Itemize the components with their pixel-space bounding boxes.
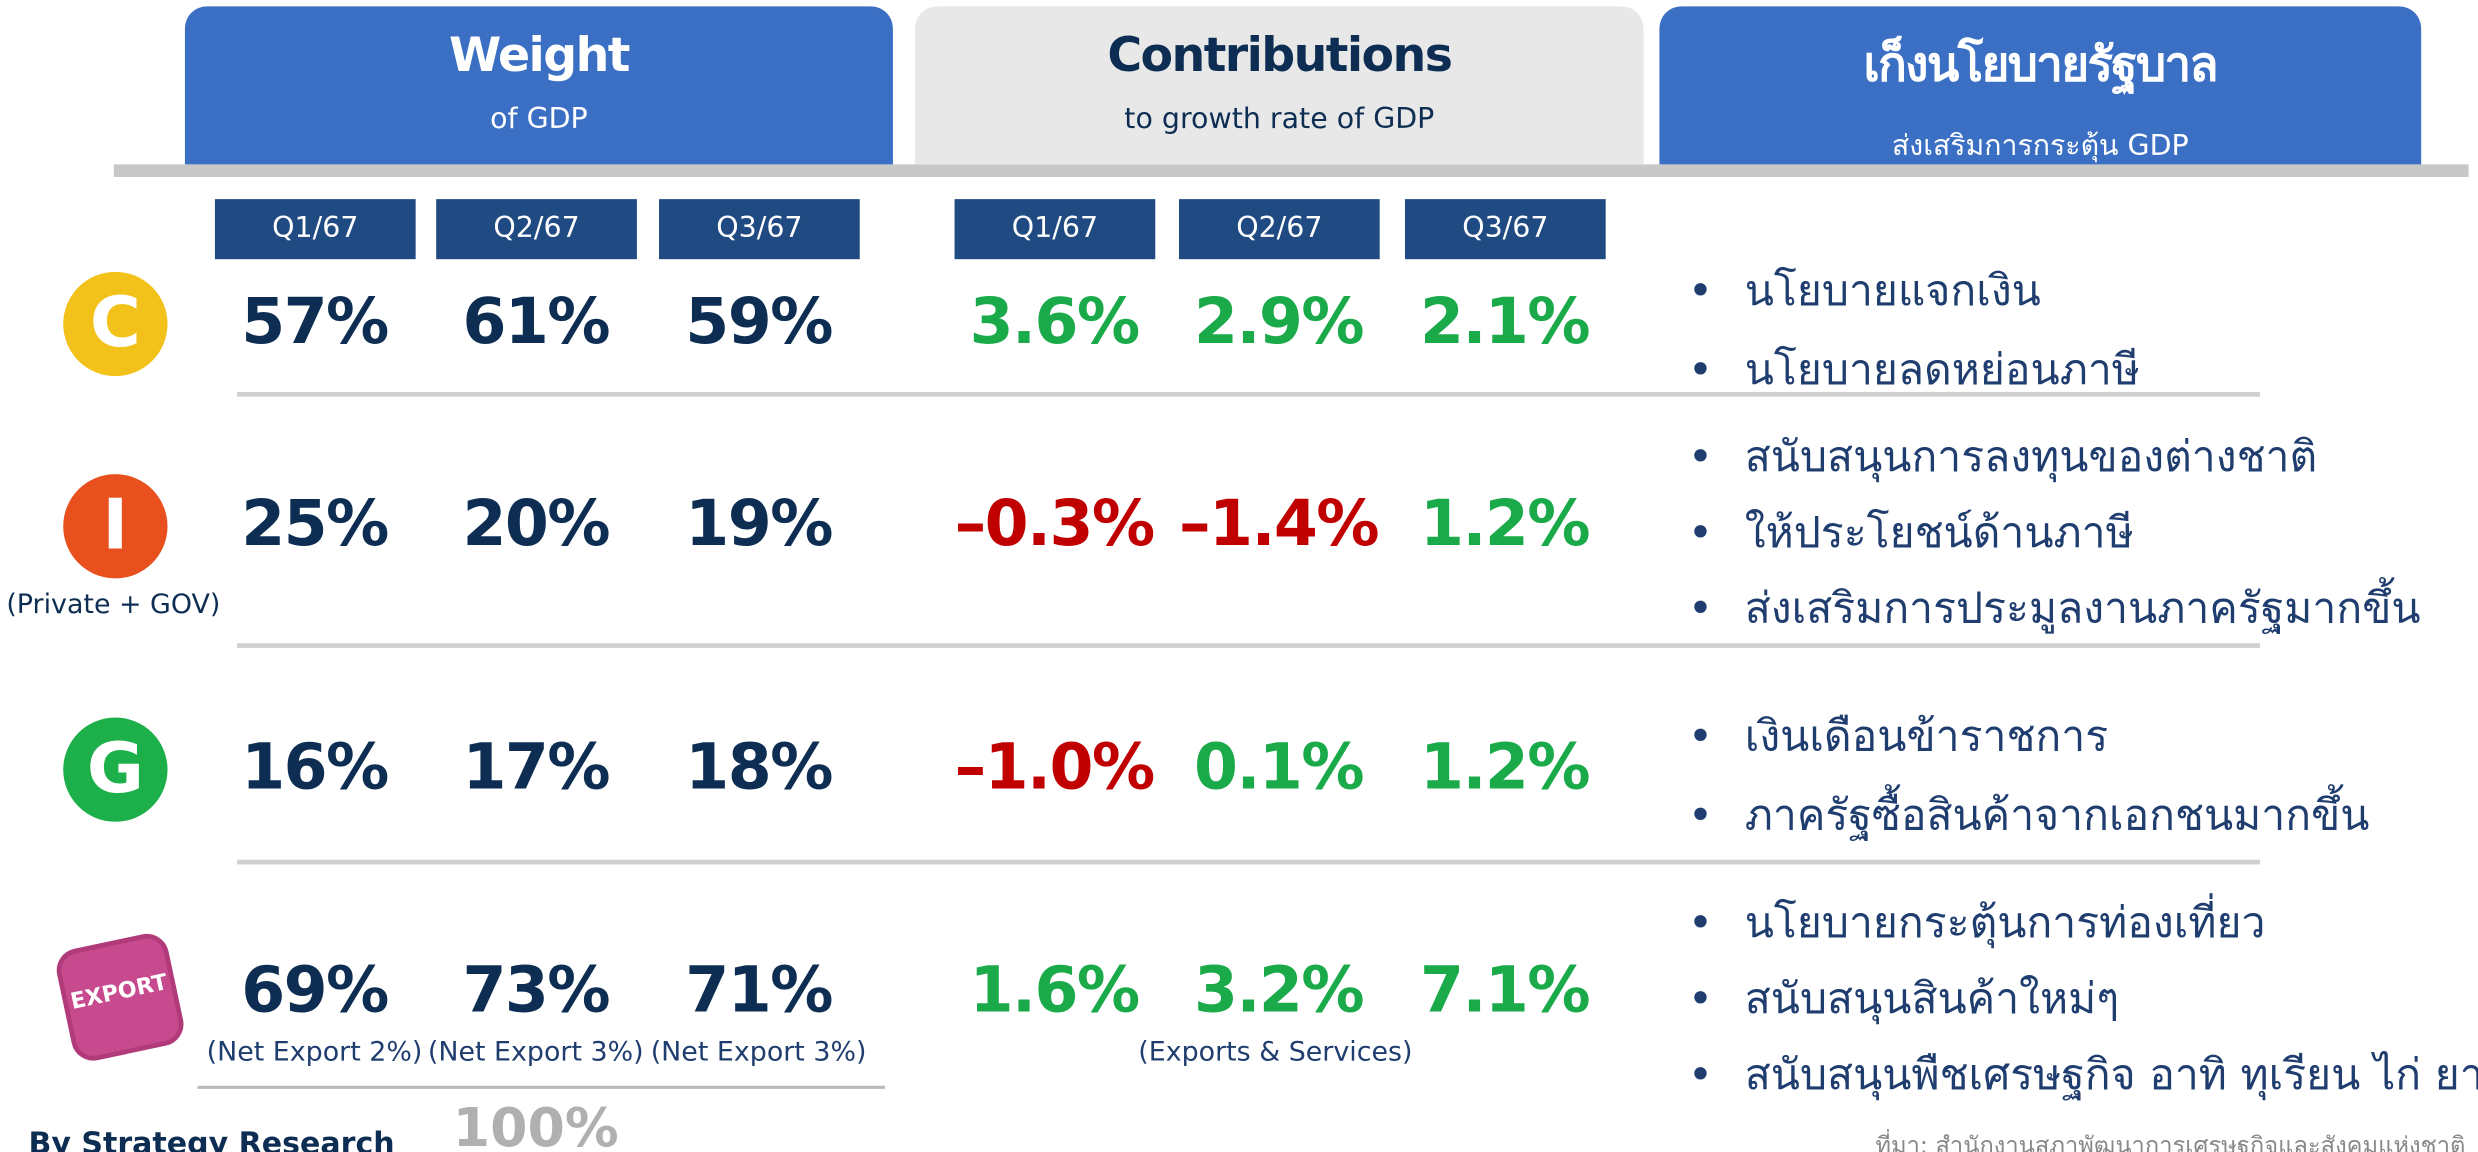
policy-text: เงินเดือนข้าราชการ	[1744, 712, 2109, 762]
header-tab: Weight of GDP	[184, 6, 893, 165]
bullet: •	[1687, 346, 1714, 396]
policy-text: นโยบายลดหย่อนภาษี	[1744, 346, 2140, 396]
contribution-value: 1.6%	[969, 954, 1141, 1028]
header-title: Weight	[448, 28, 630, 84]
author: By Strategy Research	[28, 1126, 395, 1152]
row-separator	[237, 391, 2260, 397]
bullet: •	[1687, 267, 1714, 317]
row-icon: G	[63, 717, 168, 822]
contribution-value: 3.2%	[1194, 954, 1365, 1028]
bullet: •	[1687, 791, 1714, 841]
weight-value: 19%	[685, 488, 833, 562]
bullet: •	[1687, 975, 1714, 1025]
policy-text: นโยบายแจกเงิน	[1744, 267, 2041, 317]
header-subtitle: to growth rate of GDP	[1124, 102, 1435, 136]
row-icon: I	[63, 474, 168, 579]
weight-value: 71%	[685, 954, 833, 1028]
bullet: •	[1687, 899, 1714, 949]
policy-item: • นโยบายกระตุ้นการท่องเที่ยว	[1688, 888, 2266, 956]
row-separator	[237, 859, 2260, 865]
header-title: เก็งนโยบายรัฐบาล	[1863, 37, 2219, 94]
quarter-label: Q1/67	[214, 199, 416, 260]
contribution-value: 1.2%	[1420, 731, 1591, 805]
policy-item: • ภาครัฐซื้อสินค้าจากเอกชนมากขึ้น	[1688, 781, 2370, 849]
contribution-value: –1.4%	[1179, 488, 1380, 562]
policy-item: • นโยบายแจกเงิน	[1688, 256, 2041, 324]
quarter-label: Q3/67	[1404, 199, 1606, 260]
weight-value: 61%	[462, 286, 610, 359]
bullet: •	[1687, 712, 1714, 762]
policy-item: • ให้ประโยชน์ด้านภาษี	[1688, 498, 2134, 566]
total-value: 100%	[452, 1096, 619, 1152]
quarter-label: Q3/67	[659, 199, 860, 260]
contribution-value: 2.1%	[1420, 286, 1591, 359]
weight-note: (Net Export 2%)	[206, 1036, 423, 1069]
bullet: •	[1687, 584, 1714, 634]
policy-item: • นโยบายลดหย่อนภาษี	[1688, 335, 2140, 403]
weight-note: (Net Export 3%)	[650, 1036, 867, 1069]
policy-item: • เงินเดือนข้าราชการ	[1688, 702, 2108, 770]
contribution-value: –0.3%	[954, 488, 1156, 562]
row-separator	[237, 643, 2260, 648]
weight-value: 17%	[462, 731, 610, 805]
bullet: •	[1687, 1050, 1714, 1100]
policy-text: สนับสนุนสินค้าใหม่ๆ	[1744, 975, 2120, 1025]
weight-value: 16%	[241, 731, 389, 805]
weight-value: 57%	[241, 286, 389, 359]
header-title: Contributions	[1107, 28, 1453, 84]
header-rule	[113, 164, 2469, 178]
weight-value: 18%	[685, 731, 833, 805]
weight-value: 25%	[241, 488, 389, 562]
policy-text: สนับสนุนพืชเศรษฐกิจ อาทิ ทุเรียน ไก่ ยาง	[1744, 1050, 2478, 1100]
contribution-value: 2.9%	[1194, 286, 1365, 359]
weight-value: 69%	[241, 954, 389, 1028]
bullet: •	[1687, 508, 1714, 558]
policy-item: • สนับสนุนพืชเศรษฐกิจ อาทิ ทุเรียน ไก่ ยา…	[1688, 1040, 2478, 1108]
policy-text: สนับสนุนการลงทุนของต่างชาติ	[1744, 433, 2318, 483]
quarter-label: Q2/67	[1178, 199, 1380, 260]
contribution-value: –1.0%	[954, 731, 1156, 805]
policy-text: ให้ประโยชน์ด้านภาษี	[1744, 508, 2134, 558]
quarter-label: Q2/67	[436, 199, 637, 260]
policy-item: • สนับสนุนสินค้าใหม่ๆ	[1688, 964, 2119, 1032]
header-subtitle: of GDP	[490, 102, 588, 136]
contribution-note: (Exports & Services)	[1138, 1036, 1413, 1069]
weight-value: 59%	[685, 286, 833, 359]
header-subtitle: ส่งเสริมการกระตุ้น GDP	[1891, 129, 2189, 163]
header-tab: Contributions to growth rate of GDP	[915, 6, 1644, 165]
weight-value: 20%	[462, 488, 610, 562]
row-icon: C	[63, 271, 168, 377]
bullet: •	[1687, 433, 1714, 483]
contribution-value: 0.1%	[1194, 731, 1365, 805]
policy-text: นโยบายกระตุ้นการท่องเที่ยว	[1744, 899, 2266, 949]
quarter-label: Q1/67	[954, 199, 1156, 260]
row-icon: EXPORT	[52, 929, 188, 1065]
policy-text: ภาครัฐซื้อสินค้าจากเอกชนมากขึ้น	[1744, 791, 2370, 841]
policy-item: • สนับสนุนการลงทุนของต่างชาติ	[1688, 422, 2317, 490]
total-rule	[197, 1085, 886, 1089]
policy-text: ส่งเสริมการประมูลงานภาครัฐมากขึ้น	[1744, 584, 2421, 634]
contribution-value: 3.6%	[969, 286, 1141, 359]
header-tab: เก็งนโยบายรัฐบาลส่งเสริมการกระตุ้น GDP	[1659, 6, 2422, 165]
contribution-value: 7.1%	[1420, 954, 1591, 1028]
contribution-value: 1.2%	[1420, 488, 1591, 562]
source: ที่มา: สำนักงานสภาพัฒนาการเศรษฐกิจและสัง…	[1875, 1131, 2466, 1152]
weight-value: 73%	[462, 954, 610, 1028]
weight-note: (Net Export 3%)	[427, 1036, 644, 1069]
policy-item: • ส่งเสริมการประมูลงานภาครัฐมากขึ้น	[1688, 574, 2421, 642]
icon-note: (Private + GOV)	[6, 589, 221, 622]
